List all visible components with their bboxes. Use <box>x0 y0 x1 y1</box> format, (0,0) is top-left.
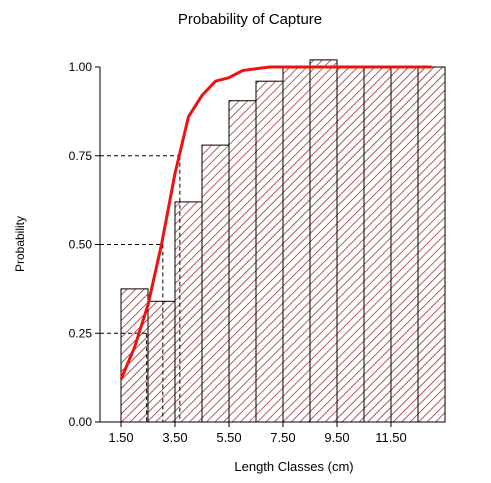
histogram-bar <box>174 201 203 423</box>
histogram-bar <box>147 300 176 423</box>
y-axis-label: Probability <box>13 216 27 272</box>
histogram-bar <box>228 100 257 423</box>
histogram-bar <box>282 66 311 423</box>
histogram-bar <box>255 80 284 423</box>
y-tick-label: 1.00 <box>69 60 93 74</box>
x-axis-label: Length Classes (cm) <box>234 459 353 474</box>
y-tick-label: 0.00 <box>69 415 93 429</box>
bars-layer <box>120 59 446 423</box>
histogram-bar <box>309 59 338 423</box>
x-tick-label: 7.50 <box>270 430 295 445</box>
x-tick-label: 1.50 <box>108 430 133 445</box>
histogram-bar <box>417 66 446 423</box>
curve-layer <box>119 65 432 380</box>
reference-lines-layer <box>100 155 181 422</box>
histogram-bar <box>336 66 365 423</box>
histogram-bar <box>363 66 392 423</box>
y-tick-label: 0.25 <box>69 326 93 340</box>
chart-title: Probability of Capture <box>178 11 322 28</box>
axes-layer: 0.00 0.25 0.50 0.75 1.00 1.50 3.50 5.50 7.50 9.50… <box>69 60 445 445</box>
histogram-bar <box>201 144 230 423</box>
x-tick-label: 3.50 <box>162 430 187 445</box>
x-tick-label: 11.50 <box>375 430 407 445</box>
x-tick-label: 9.50 <box>324 430 349 445</box>
selectivity-curve <box>119 65 432 380</box>
histogram-bar <box>390 66 419 423</box>
x-tick-label: 5.50 <box>216 430 241 445</box>
y-tick-label: 0.50 <box>69 238 93 252</box>
y-tick-label: 0.75 <box>69 149 93 163</box>
histogram-bar <box>120 288 149 423</box>
